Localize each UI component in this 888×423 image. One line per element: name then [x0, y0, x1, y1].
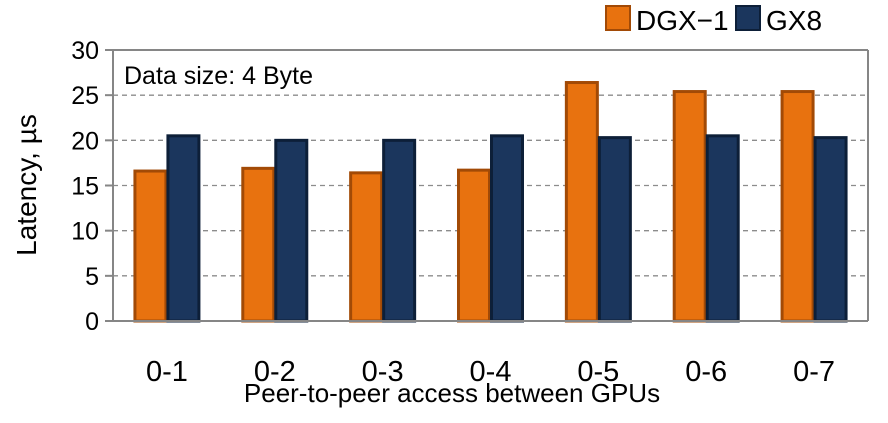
- bar-dgx1-0-5: [564, 81, 599, 323]
- x-tick-label: 0-2: [254, 356, 296, 388]
- bar-gx8-0-1: [166, 134, 201, 323]
- x-tick-label: 0-6: [685, 356, 727, 388]
- bar-dgx1-0-7: [780, 90, 815, 323]
- data-size-annotation: Data size: 4 Byte: [124, 62, 313, 90]
- bar-dgx1-0-1: [133, 169, 168, 323]
- bars: [133, 81, 848, 323]
- legend-label-gx8: GX8: [766, 5, 822, 36]
- x-tick-label: 0-3: [362, 356, 404, 388]
- bar-dgx1-0-3: [349, 171, 384, 323]
- legend: DGX−1 GX8: [605, 5, 822, 36]
- bar-gx8-0-7: [813, 136, 848, 323]
- legend-swatch-dgx1: [605, 5, 631, 31]
- y-tick-label: 15: [71, 173, 99, 201]
- bar-gx8-0-3: [382, 138, 417, 323]
- bar-dgx1-0-2: [241, 166, 276, 323]
- y-tick-label: 30: [71, 37, 99, 65]
- bar-dgx1-0-6: [672, 90, 707, 323]
- y-tick-label: 10: [71, 218, 99, 246]
- y-tick-label: 5: [85, 263, 99, 291]
- legend-swatch-gx8: [735, 5, 761, 31]
- x-tick-label: 0-1: [146, 356, 188, 388]
- x-tick-label: 0-7: [793, 356, 835, 388]
- x-tick-label: 0-5: [577, 356, 619, 388]
- x-axis-label: Peer-to-peer access between GPUs: [244, 378, 660, 408]
- legend-label-dgx1: DGX−1: [636, 5, 729, 36]
- bar-gx8-0-5: [597, 136, 632, 323]
- y-axis-label: Latency, µs: [11, 114, 42, 256]
- x-tick-label: 0-4: [470, 356, 512, 388]
- x-tick-labels: 0-1 0-2 0-3 0-4 0-5 0-6 0-7: [146, 356, 835, 388]
- y-tick-label: 0: [85, 308, 99, 336]
- y-tick-labels: 0 5 10 15 20 25 30: [71, 37, 113, 336]
- y-tick-label: 25: [71, 82, 99, 110]
- bar-gx8-0-6: [705, 134, 740, 323]
- bar-gx8-0-2: [274, 138, 309, 323]
- bar-gx8-0-4: [490, 134, 524, 323]
- y-tick-label: 20: [71, 127, 99, 155]
- bar-dgx1-0-4: [457, 168, 491, 323]
